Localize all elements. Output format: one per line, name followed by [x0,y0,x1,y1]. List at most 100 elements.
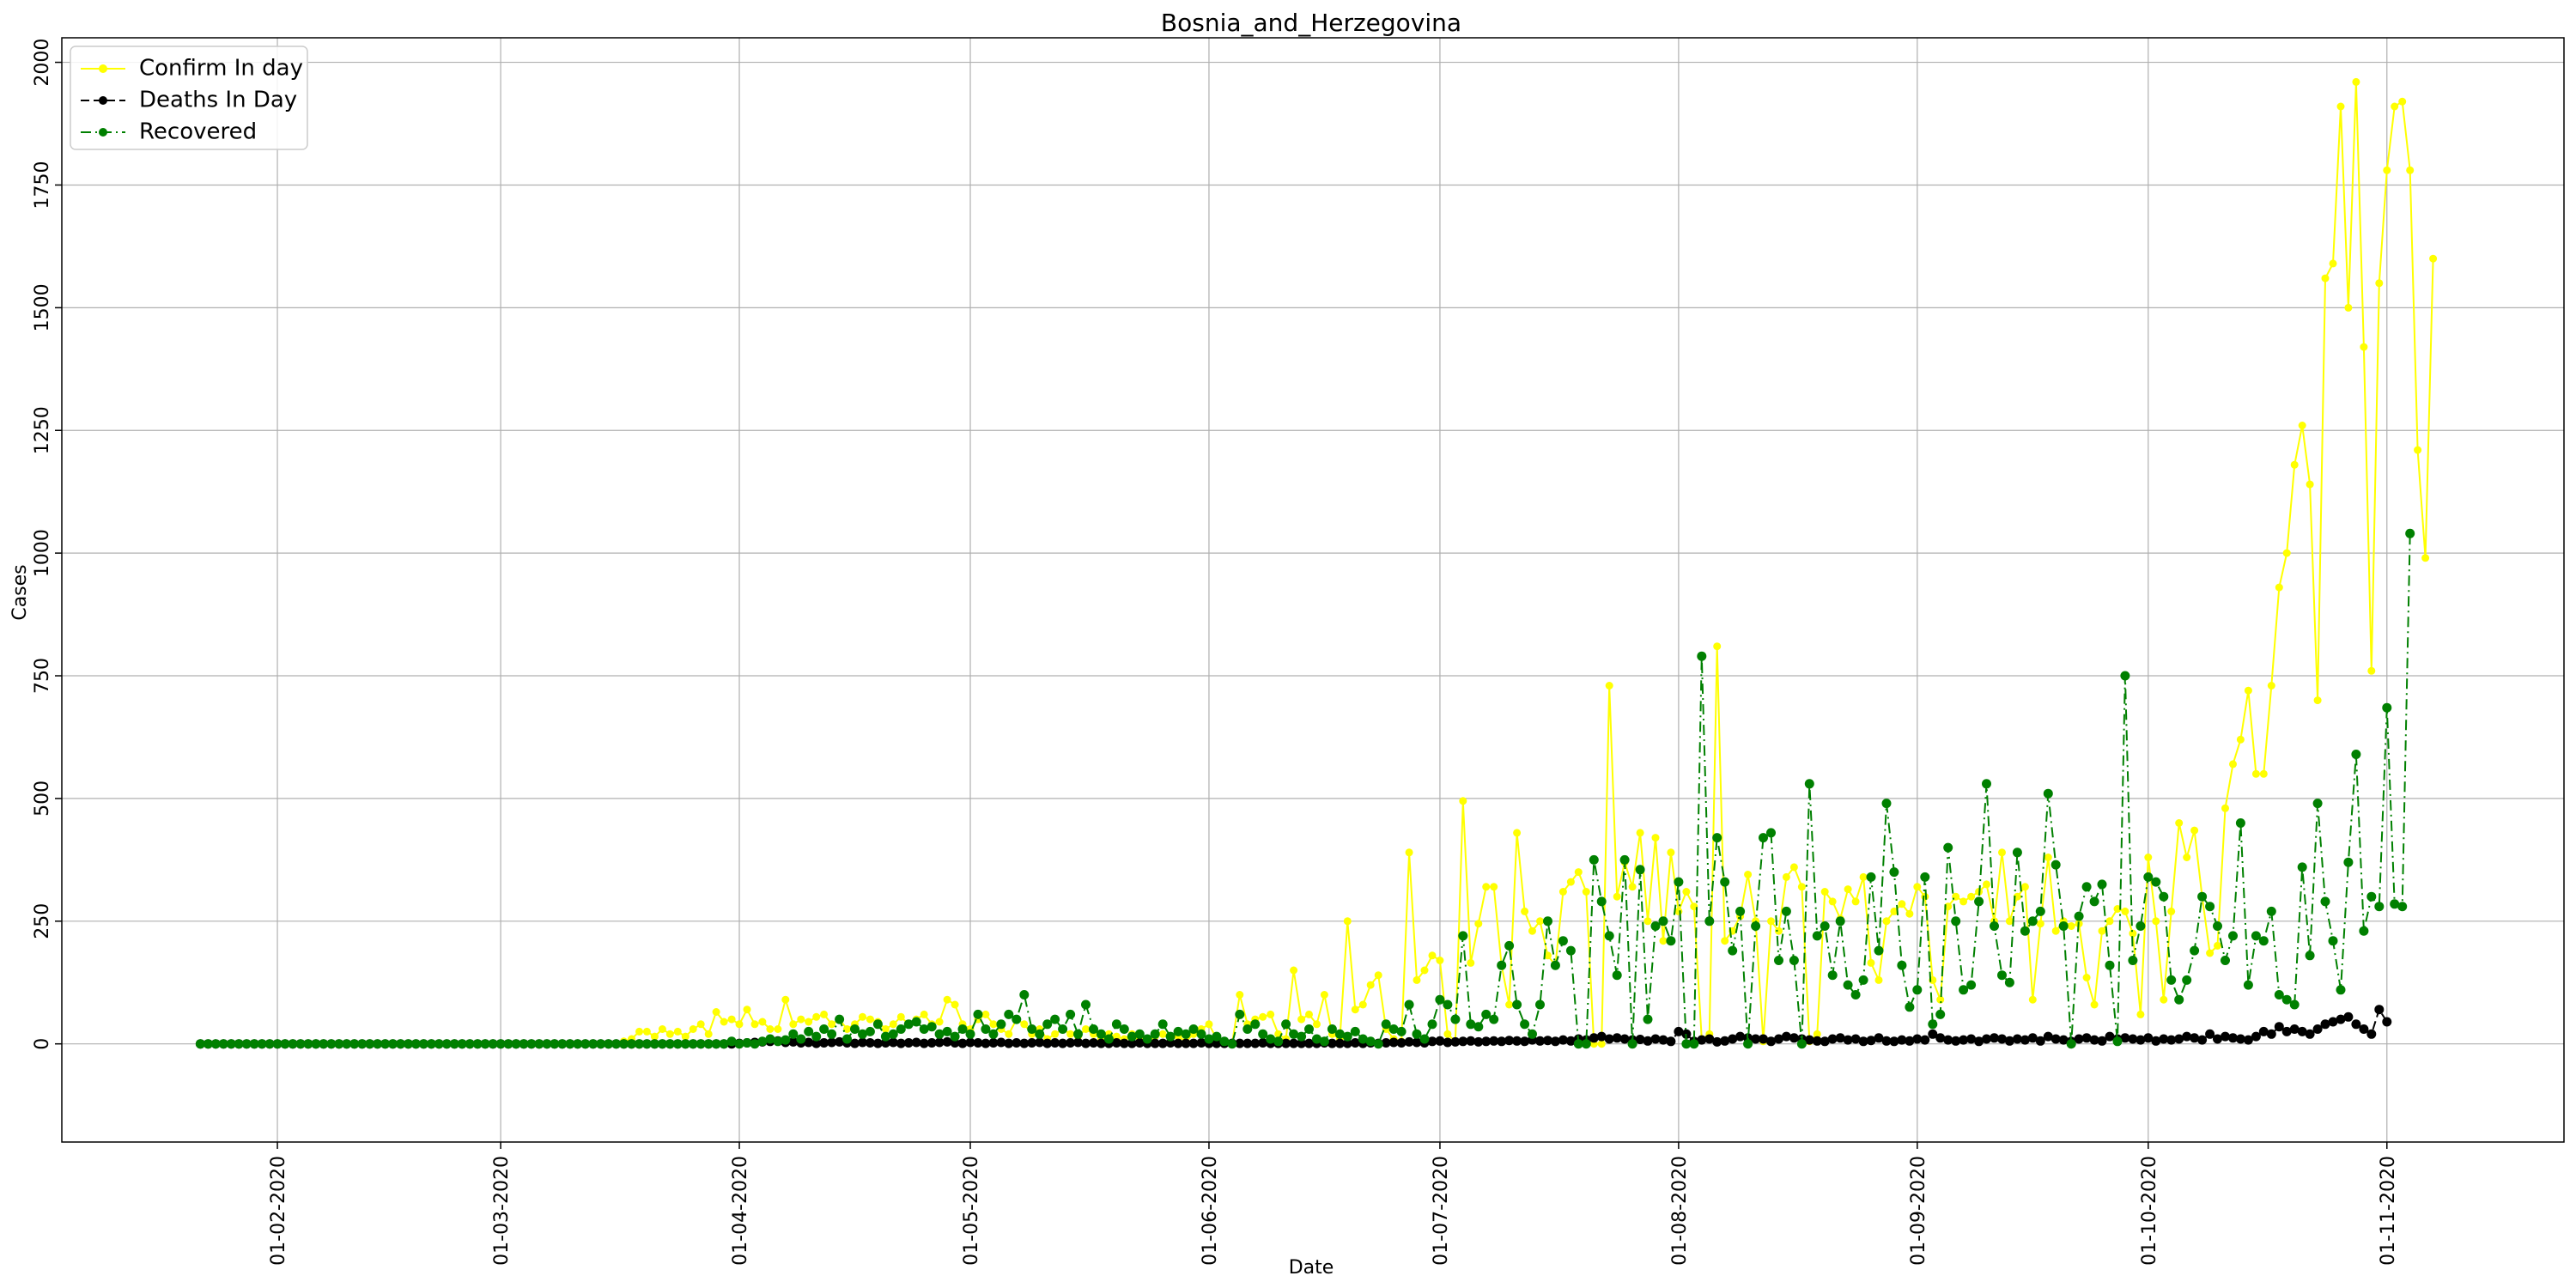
data-point [2351,1019,2361,1030]
data-point [449,1039,459,1049]
data-point [1374,971,1382,980]
data-point [1134,1029,1145,1039]
data-point [1558,888,1567,896]
data-point [2290,460,2299,469]
data-point [1835,1033,1845,1043]
data-point [1267,1010,1275,1018]
data-point [1881,799,1892,809]
data-point [641,1039,652,1049]
data-point [1781,906,1791,916]
legend-swatch-marker [99,64,107,73]
data-point [1073,1037,1083,1048]
x-tick-label: 01-10-2020 [2139,1156,2160,1266]
data-point [766,1025,775,1033]
data-point [1188,1024,1199,1034]
data-point [1643,1036,1653,1046]
data-point [1173,1026,1183,1036]
data-point [965,1037,975,1048]
data-point [1535,1036,1545,1046]
data-point [1766,828,1776,838]
data-point [1334,1038,1345,1048]
data-point [1689,1039,1699,1049]
x-axis-ticks: 01-02-2020 01-03-2020 01-04-2020 01-05-2020… [268,1142,2399,1266]
data-point [865,1026,875,1036]
data-point [1959,897,1968,906]
data-point [819,1024,829,1034]
data-point [1474,920,1483,928]
data-point [988,1029,999,1039]
data-point [1866,1036,1876,1046]
data-point [1789,956,1799,965]
data-point [2166,975,2177,985]
data-point [1966,1034,1977,1044]
data-point [1982,1034,1991,1044]
data-point [681,1032,690,1041]
data-point [1582,888,1590,896]
data-point [1428,951,1437,960]
data-point [797,1015,805,1024]
data-point [1721,937,1729,945]
data-point [2282,549,2291,557]
data-point [1774,1034,1783,1044]
data-point [2397,902,2408,912]
data-point [2151,1036,2161,1046]
data-point [457,1039,467,1049]
data-point [1111,1038,1121,1048]
plot-frame [61,37,2565,1143]
data-point [2174,1034,2184,1044]
data-point [1381,1038,1391,1048]
data-point [2175,819,2184,827]
data-point [2366,891,2377,902]
data-point [1404,1036,1414,1047]
data-point [2391,102,2399,111]
data-point [2281,994,2292,1005]
data-point [1273,1036,1284,1047]
data-point [434,1039,444,1049]
data-point [2097,879,2107,890]
data-point [1096,1038,1106,1048]
data-point [1381,1019,1391,1030]
data-point [1789,863,1798,872]
data-point [1242,1024,1253,1034]
data-point [2128,956,2138,965]
data-point [2213,921,2222,931]
y-tick-label: 1250 [32,406,53,454]
data-point [1343,917,1352,926]
data-point [1127,1031,1137,1042]
data-point [1427,1036,1437,1047]
data-point [1935,1009,1946,1019]
data-point [465,1039,475,1049]
data-point [2236,735,2245,744]
series-layer [195,77,2438,1049]
data-point [1297,1015,1306,1024]
data-point [957,1038,968,1048]
data-point [303,1039,313,1049]
data-point [1635,1035,1645,1044]
y-tick-label: 1500 [32,283,53,331]
data-point [1898,900,1906,908]
data-point [627,1039,636,1049]
data-point [1297,1038,1307,1048]
data-point [1019,990,1030,999]
data-point [872,1038,883,1048]
data-point [326,1039,337,1049]
data-point [727,1015,736,1024]
data-point [503,1039,513,1049]
data-point [804,1037,814,1048]
data-point [1181,1038,1191,1048]
data-point [719,1039,729,1049]
data-point [1943,1035,1953,1045]
data-point [1482,883,1491,891]
data-point [2251,931,2261,941]
data-point [1850,990,1861,999]
data-point [2082,974,2091,981]
data-point [1173,1038,1183,1048]
data-point [1697,651,1707,661]
data-point [2320,1019,2330,1030]
data-point [1659,937,1668,945]
data-point [1796,1039,1807,1049]
data-point [1219,1036,1230,1047]
data-point [965,1029,975,1039]
data-point [2313,696,2322,705]
